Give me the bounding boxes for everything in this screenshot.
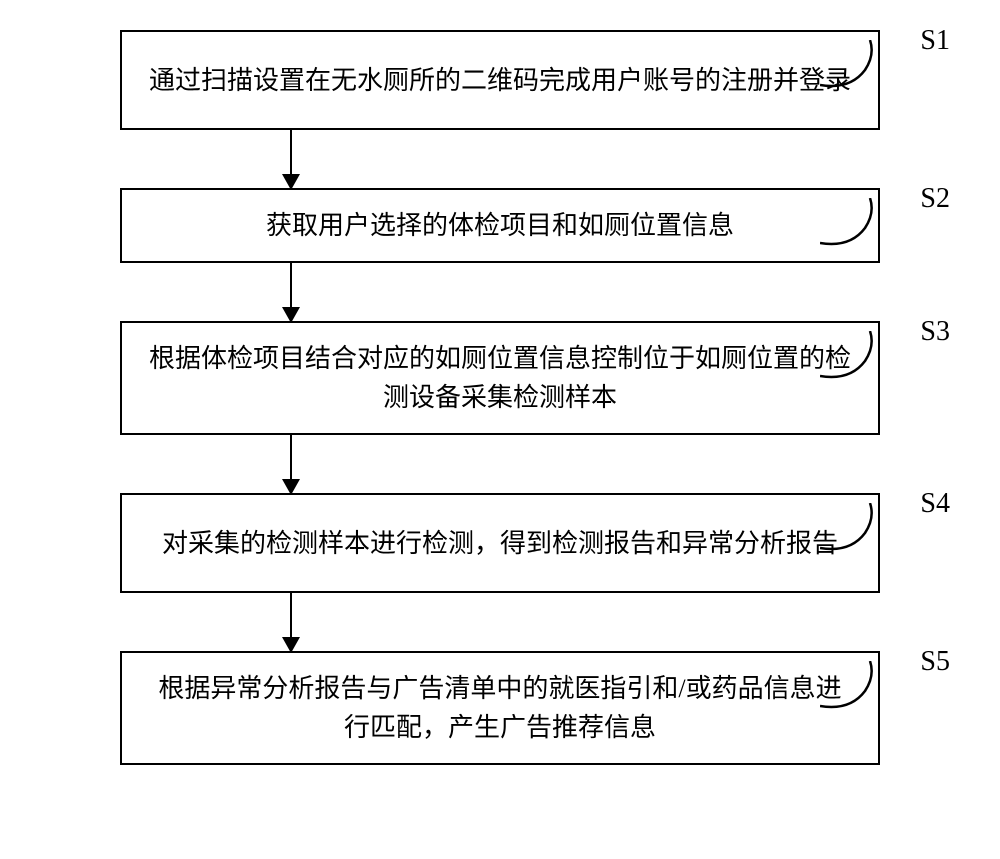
step-label-s2: S2 [920, 183, 950, 215]
step-row-4: 对采集的检测样本进行检测，得到检测报告和异常分析报告 S4 [0, 493, 1000, 593]
connector-curve-s5 [820, 661, 890, 716]
connector-curve-s4 [820, 503, 890, 558]
step-box-s2: 获取用户选择的体检项目和如厕位置信息 [120, 188, 880, 263]
connector-curve-s3 [820, 331, 890, 386]
step-label-s4: S4 [920, 488, 950, 520]
arrow-line-1 [290, 130, 292, 188]
arrow-4-5 [120, 593, 880, 651]
step-row-2: 获取用户选择的体检项目和如厕位置信息 S2 [0, 188, 1000, 263]
step-label-s5: S5 [920, 646, 950, 678]
step-text-s4: 对采集的检测样本进行检测，得到检测报告和异常分析报告 [162, 524, 838, 563]
flowchart-container: 通过扫描设置在无水厕所的二维码完成用户账号的注册并登录 S1 获取用户选择的体检… [0, 30, 1000, 765]
arrow-3-4 [120, 435, 880, 493]
step-row-3: 根据体检项目结合对应的如厕位置信息控制位于如厕位置的检测设备采集检测样本 S3 [0, 321, 1000, 435]
connector-curve-s2 [820, 198, 890, 253]
step-text-s5: 根据异常分析报告与广告清单中的就医指引和/或药品信息进行匹配，产生广告推荐信息 [146, 669, 854, 747]
step-text-s1: 通过扫描设置在无水厕所的二维码完成用户账号的注册并登录 [149, 61, 851, 100]
step-box-s5: 根据异常分析报告与广告清单中的就医指引和/或药品信息进行匹配，产生广告推荐信息 [120, 651, 880, 765]
step-label-s3: S3 [920, 316, 950, 348]
arrow-1-2 [120, 130, 880, 188]
step-label-s1: S1 [920, 25, 950, 57]
arrow-2-3 [120, 263, 880, 321]
connector-curve-s1 [820, 40, 890, 95]
step-row-1: 通过扫描设置在无水厕所的二维码完成用户账号的注册并登录 S1 [0, 30, 1000, 130]
step-text-s3: 根据体检项目结合对应的如厕位置信息控制位于如厕位置的检测设备采集检测样本 [146, 339, 854, 417]
arrow-line-4 [290, 593, 292, 651]
arrow-line-2 [290, 263, 292, 321]
step-box-s1: 通过扫描设置在无水厕所的二维码完成用户账号的注册并登录 [120, 30, 880, 130]
step-row-5: 根据异常分析报告与广告清单中的就医指引和/或药品信息进行匹配，产生广告推荐信息 … [0, 651, 1000, 765]
arrow-line-3 [290, 435, 292, 493]
step-box-s4: 对采集的检测样本进行检测，得到检测报告和异常分析报告 [120, 493, 880, 593]
step-box-s3: 根据体检项目结合对应的如厕位置信息控制位于如厕位置的检测设备采集检测样本 [120, 321, 880, 435]
step-text-s2: 获取用户选择的体检项目和如厕位置信息 [266, 206, 734, 245]
